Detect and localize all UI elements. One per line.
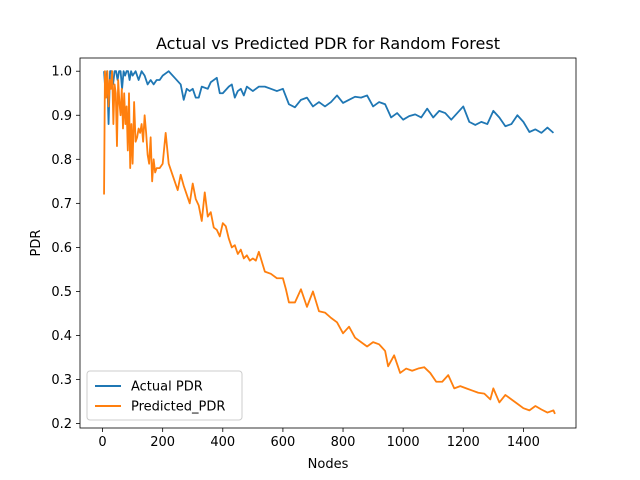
x-tick-label: 800 <box>331 435 356 450</box>
x-axis-label: Nodes <box>308 457 349 472</box>
legend-label-actual-pdr: Actual PDR <box>131 380 203 395</box>
y-tick-label: 0.3 <box>51 373 72 388</box>
y-tick-label: 1.0 <box>51 65 72 80</box>
series-layer <box>103 70 556 415</box>
x-tick-label: 1400 <box>507 435 540 450</box>
y-tick-label: 0.4 <box>51 329 72 344</box>
y-axis-label: PDR <box>29 230 44 257</box>
series-line-predicted-pdr <box>103 70 556 415</box>
y-tick-label: 0.8 <box>51 153 72 168</box>
y-tick-label: 0.2 <box>51 417 72 432</box>
series-line-actual-pdr <box>103 70 555 134</box>
x-tick-label: 0 <box>98 435 106 450</box>
plot-area-frame <box>79 57 577 429</box>
legend: Actual PDR Predicted_PDR <box>86 370 243 421</box>
x-tick-label: 1000 <box>387 435 420 450</box>
legend-label-predicted-pdr: Predicted_PDR <box>131 400 225 415</box>
x-tick-label: 1200 <box>447 435 480 450</box>
legend-box <box>86 370 243 421</box>
ticks-layer: 0 200 400 600 800 1000 1200 1400 0.2 0.3 0.4 0.5 0.6… <box>51 65 540 450</box>
chart-title: Actual vs Predicted PDR for Random Fores… <box>156 34 500 53</box>
y-tick-label: 0.7 <box>51 197 72 212</box>
x-tick-label: 400 <box>210 435 235 450</box>
y-tick-label: 0.6 <box>51 241 72 256</box>
y-tick-label: 0.9 <box>51 109 72 124</box>
y-tick-label: 0.5 <box>51 285 72 300</box>
x-tick-label: 200 <box>150 435 175 450</box>
x-tick-label: 600 <box>270 435 295 450</box>
